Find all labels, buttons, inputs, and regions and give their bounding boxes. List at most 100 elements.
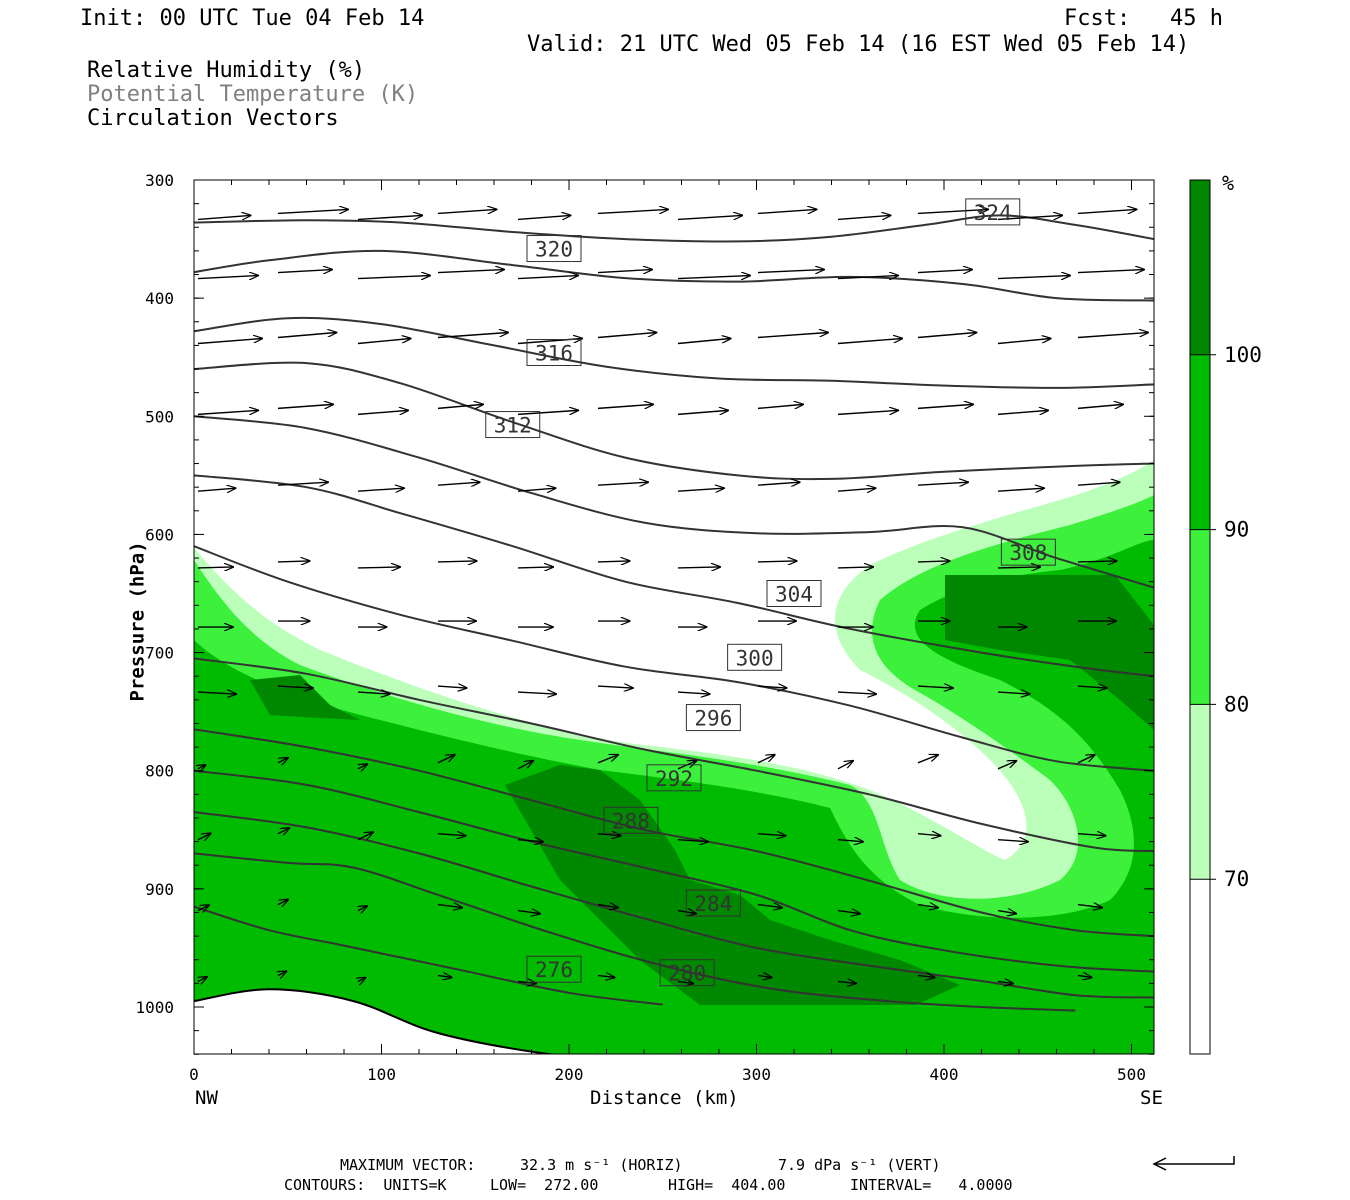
vector-arrow [597, 834, 621, 836]
vector-arrow [517, 567, 553, 568]
vector-arrow [1077, 482, 1120, 485]
theta-contour-296 [194, 657, 1154, 853]
vector-arrow [277, 828, 289, 834]
colorbar-segment [1190, 180, 1210, 355]
theta-contour-312 [194, 361, 1154, 481]
vector-arrow [1077, 834, 1106, 836]
vector-arrow [437, 755, 455, 764]
field-rh: Relative Humidity (%) [87, 58, 366, 83]
vector-arrow [1077, 975, 1092, 977]
vector-arrow [437, 905, 462, 908]
vector-arrow [197, 833, 211, 839]
theta-contour-320 [194, 249, 1154, 302]
svg-text:276: 276 [535, 958, 573, 982]
vector-arrow [757, 755, 775, 764]
contour-label-316: 316 [526, 338, 582, 366]
vector-arrow [917, 686, 953, 688]
vector-arrow [198, 977, 207, 982]
x-left-end-label: NW [195, 1087, 218, 1109]
vector-arrow [597, 686, 633, 688]
surface-line [194, 988, 556, 1054]
vector-arrow [677, 488, 724, 491]
max-vector-label: MAXIMUM VECTOR: [340, 1156, 476, 1174]
theta-contour-280 [194, 852, 1076, 1012]
vector-arrow [837, 840, 863, 842]
vector-arrow [837, 567, 873, 568]
vector-arrow [677, 981, 693, 983]
vector-arrow [917, 209, 988, 215]
vector-arrow [197, 488, 236, 491]
vector-arrow [197, 567, 233, 568]
x-tick-label: 400 [930, 1065, 959, 1084]
vector-arrow [517, 840, 543, 842]
vector-arrow [197, 905, 209, 911]
vector-arrow [997, 692, 1030, 694]
vector-arrow [997, 911, 1016, 914]
rh-region-100-center [505, 765, 960, 1005]
vector-arrow [837, 488, 876, 491]
vector-arrow [757, 975, 772, 977]
plot-frame [193, 179, 1155, 1055]
vector-arrow [837, 410, 898, 416]
vector-arrow [1077, 404, 1123, 408]
vector-arrow [278, 971, 286, 975]
colorbar: 70 80 90 100% [1189, 171, 1262, 1055]
vector-arrow [437, 482, 480, 485]
svg-text:296: 296 [694, 707, 732, 731]
theta-contour-292 [194, 728, 1154, 938]
svg-text:300: 300 [736, 646, 774, 670]
vector-arrow [837, 981, 856, 983]
vector-arrow [277, 561, 310, 562]
vector-arrow [517, 761, 533, 770]
vector-arrow [677, 276, 750, 279]
vector-arrow [757, 905, 782, 908]
theta-contour-300 [194, 545, 1154, 772]
vector-arrow [917, 332, 976, 339]
vector-arrow [757, 404, 803, 408]
vector-arrow [357, 692, 390, 694]
vector-arrow [597, 905, 618, 908]
vector-arrow [837, 761, 853, 770]
vector-arrow [597, 482, 648, 485]
y-tick-label: 900 [145, 880, 174, 899]
vector-arrow [997, 840, 1028, 842]
vector-arrow [837, 215, 891, 221]
vector-arrow [757, 686, 787, 688]
contour-label-308: 308 [1000, 538, 1056, 566]
vector-arrow [277, 270, 332, 273]
vector-arrow [1077, 686, 1107, 688]
theta-contour-308 [194, 415, 1154, 589]
vector-arrow [757, 482, 800, 485]
vector-arrow [197, 410, 258, 416]
rh-fill [194, 460, 1154, 1054]
x-tick-label: 200 [555, 1065, 584, 1084]
vector-arrow [517, 215, 571, 221]
vector-arrow [597, 332, 656, 339]
init-time: Init: 00 UTC Tue 04 Feb 14 [80, 6, 425, 31]
vector-arrow [197, 338, 262, 345]
vector-arrow [277, 900, 288, 905]
vector-arrow [277, 758, 288, 763]
vector-arrow [437, 404, 483, 408]
contour-label-312: 312 [485, 411, 541, 439]
svg-text:304: 304 [775, 583, 813, 607]
colorbar-frame [1189, 179, 1211, 1055]
y-axis-label: Pressure (hPa) [126, 541, 149, 702]
colorbar-segment [1190, 704, 1210, 880]
vector-arrow [517, 692, 556, 694]
vector-arrow [357, 567, 400, 568]
vector-arrow [437, 332, 508, 339]
axes: 300 400 500 600 700 800 900 1000 0 100 200 300 400 50… [135, 171, 1154, 1084]
vector-arrow [358, 764, 367, 769]
rh-region-100-left [250, 675, 360, 720]
field-vectors: Circulation Vectors [87, 106, 339, 131]
vector-arrow [1077, 270, 1144, 273]
colorbar-label: 100 [1224, 343, 1262, 367]
vector-arrow [997, 338, 1051, 345]
vector-arrow [358, 978, 366, 982]
vector-arrow [597, 209, 668, 215]
contours-high: HIGH= 404.00 [668, 1176, 786, 1194]
contour-label-276: 276 [526, 955, 582, 983]
vector-arrow [997, 410, 1048, 414]
y-tick-label: 500 [145, 407, 174, 426]
